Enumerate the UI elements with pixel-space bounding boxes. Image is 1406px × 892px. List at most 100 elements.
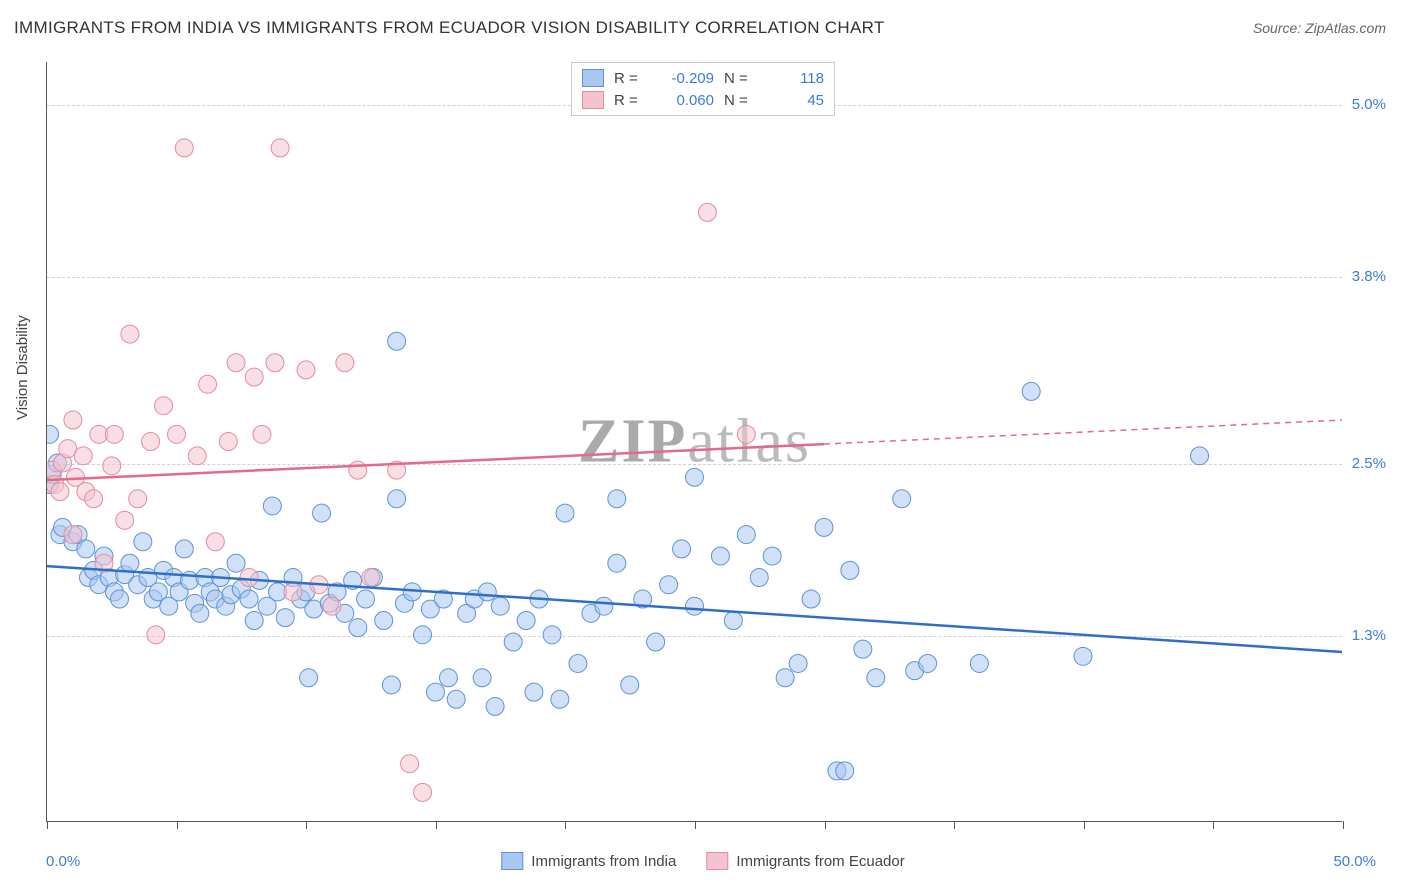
data-point	[155, 397, 173, 415]
data-point	[105, 425, 123, 443]
x-tick	[1343, 821, 1344, 829]
chart-title: IMMIGRANTS FROM INDIA VS IMMIGRANTS FROM…	[14, 18, 885, 38]
r-label: R =	[614, 92, 644, 109]
data-point	[284, 583, 302, 601]
data-point	[867, 669, 885, 687]
y-tick-label: 2.5%	[1352, 455, 1386, 472]
data-point	[382, 676, 400, 694]
data-point	[349, 619, 367, 637]
data-point	[300, 669, 318, 687]
data-point	[621, 676, 639, 694]
data-point	[543, 626, 561, 644]
data-point	[737, 425, 755, 443]
source-label: Source: ZipAtlas.com	[1253, 20, 1386, 36]
data-point	[103, 457, 121, 475]
data-point	[47, 425, 59, 443]
x-tick	[695, 821, 696, 829]
data-point	[711, 547, 729, 565]
legend-swatch	[582, 91, 604, 109]
data-point	[147, 626, 165, 644]
n-label: N =	[724, 92, 754, 109]
legend-item: Immigrants from India	[501, 852, 676, 870]
y-tick-label: 3.8%	[1352, 268, 1386, 285]
legend-item: Immigrants from Ecuador	[706, 852, 904, 870]
scatter-plot-svg	[47, 62, 1342, 821]
data-point	[206, 533, 224, 551]
data-point	[64, 526, 82, 544]
x-tick	[1084, 821, 1085, 829]
data-point	[608, 554, 626, 572]
data-point	[263, 497, 281, 515]
data-point	[240, 590, 258, 608]
data-point	[504, 633, 522, 651]
data-point	[737, 526, 755, 544]
data-point	[227, 554, 245, 572]
data-point	[551, 690, 569, 708]
data-point	[525, 683, 543, 701]
n-value: 118	[764, 70, 824, 87]
data-point	[388, 332, 406, 350]
data-point	[439, 669, 457, 687]
x-axis-max: 50.0%	[1333, 853, 1376, 870]
legend-swatch	[501, 852, 523, 870]
r-value: 0.060	[654, 92, 714, 109]
data-point	[271, 139, 289, 157]
data-point	[175, 139, 193, 157]
data-point	[134, 533, 152, 551]
n-label: N =	[724, 70, 754, 87]
data-point	[401, 755, 419, 773]
data-point	[175, 540, 193, 558]
data-point	[478, 583, 496, 601]
data-point	[219, 433, 237, 451]
data-point	[313, 504, 331, 522]
data-point	[336, 354, 354, 372]
x-axis-min: 0.0%	[46, 853, 80, 870]
data-point	[64, 411, 82, 429]
data-point	[1022, 382, 1040, 400]
data-point	[74, 447, 92, 465]
data-point	[569, 654, 587, 672]
data-point	[556, 504, 574, 522]
data-point	[686, 597, 704, 615]
data-point	[763, 547, 781, 565]
data-point	[253, 425, 271, 443]
data-point	[375, 612, 393, 630]
data-point	[121, 554, 139, 572]
data-point	[111, 590, 129, 608]
x-tick	[565, 821, 566, 829]
data-point	[595, 597, 613, 615]
data-point	[245, 612, 263, 630]
data-point	[191, 604, 209, 622]
data-point	[276, 609, 294, 627]
data-point	[776, 669, 794, 687]
data-point	[51, 483, 69, 501]
data-point	[188, 447, 206, 465]
data-point	[388, 490, 406, 508]
legend-swatch	[706, 852, 728, 870]
data-point	[750, 569, 768, 587]
r-value: -0.209	[654, 70, 714, 87]
data-point	[1074, 647, 1092, 665]
data-point	[841, 561, 859, 579]
data-point	[660, 576, 678, 594]
x-tick	[1213, 821, 1214, 829]
data-point	[245, 368, 263, 386]
y-tick-label: 5.0%	[1352, 96, 1386, 113]
legend-label: Immigrants from India	[531, 853, 676, 870]
data-point	[414, 783, 432, 801]
x-tick	[954, 821, 955, 829]
data-point	[297, 361, 315, 379]
data-point	[815, 518, 833, 536]
data-point	[1191, 447, 1209, 465]
data-point	[323, 597, 341, 615]
x-tick	[306, 821, 307, 829]
data-point	[227, 354, 245, 372]
data-point	[266, 354, 284, 372]
trend-line	[47, 444, 824, 480]
data-point	[919, 654, 937, 672]
plot-area: ZIPatlas	[46, 62, 1342, 822]
data-point	[486, 697, 504, 715]
x-tick	[177, 821, 178, 829]
data-point	[473, 669, 491, 687]
legend-correlation-row: R =0.060N =45	[582, 89, 824, 111]
